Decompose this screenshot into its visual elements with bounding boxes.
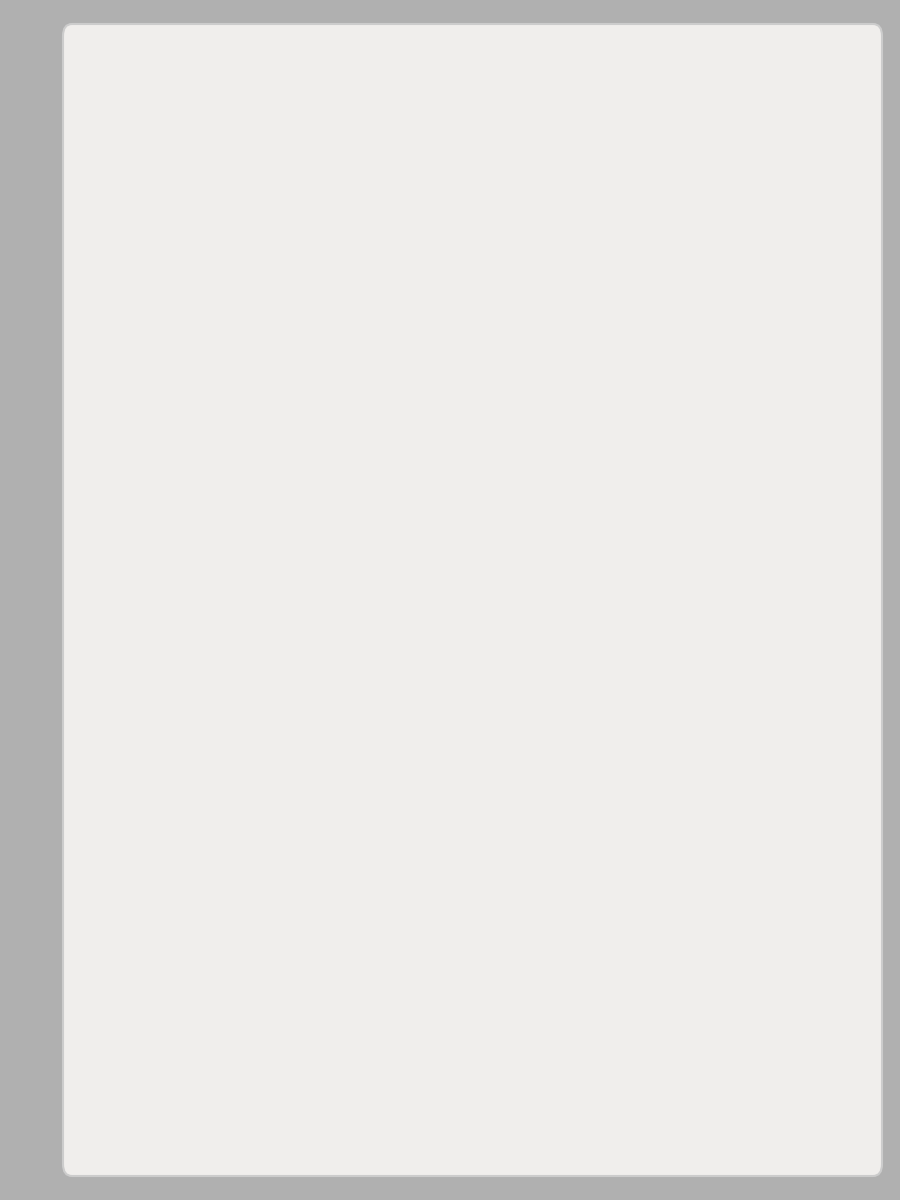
Text: 3.66 × 10: 3.66 × 10 bbox=[197, 683, 342, 712]
Text: −18: −18 bbox=[418, 779, 463, 799]
Text: −4.23 × 10: −4.23 × 10 bbox=[197, 564, 366, 593]
Text: 1.  16 protons and 7 electrons.: 1. 16 protons and 7 electrons. bbox=[121, 416, 590, 445]
Text: −18: −18 bbox=[411, 898, 455, 918]
Text: 1.44 × 10: 1.44 × 10 bbox=[197, 802, 342, 830]
Text: −18: −18 bbox=[438, 541, 482, 562]
Text: −3.7 × 10: −3.7 × 10 bbox=[197, 920, 347, 949]
Text: −18: −18 bbox=[418, 660, 463, 680]
Text: Find the net charge of the following
objects. then choose your answer from
the g: Find the net charge of the following obj… bbox=[121, 168, 716, 278]
